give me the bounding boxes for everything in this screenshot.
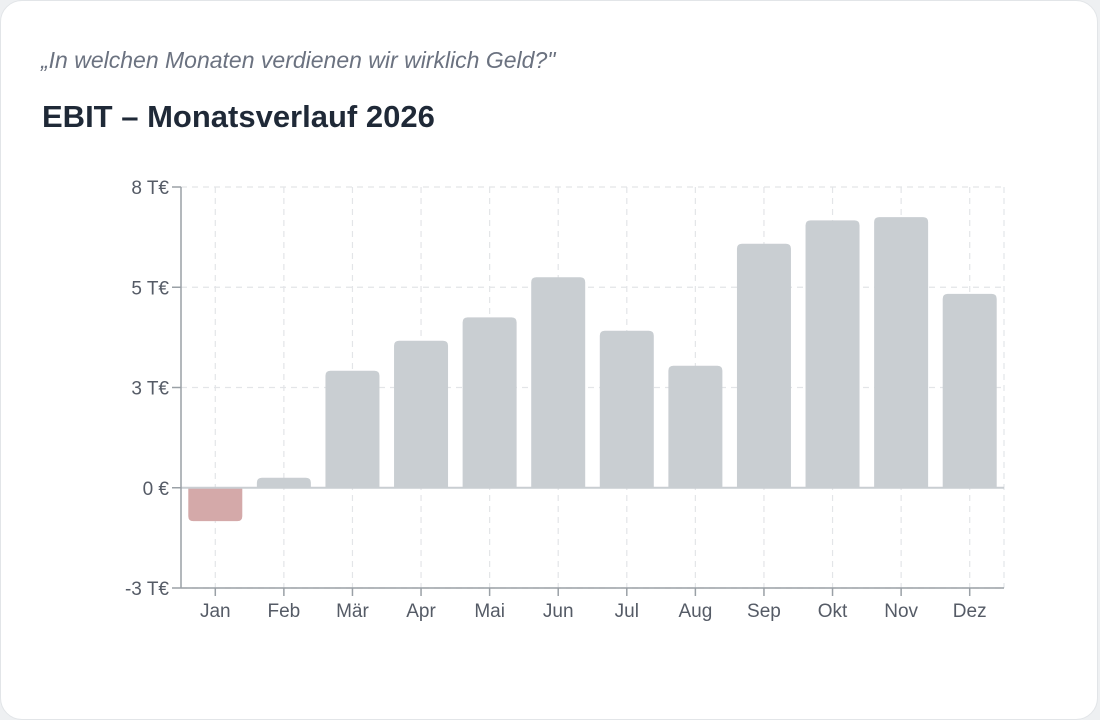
- ebit-bar-chart: -3 T€ 0 € 3 T€ 5 T€ 8 T€ Jan Feb Mär Apr Mai Jun Ju…: [125, 178, 1005, 622]
- bar-feb: [256, 477, 311, 488]
- y-tick-label: 0 €: [143, 479, 170, 500]
- chart-title: EBIT – Monatsverlauf 2026: [42, 99, 435, 134]
- bar-mär: [325, 370, 380, 488]
- bar-apr: [394, 340, 449, 488]
- x-tick-label: Jan: [200, 601, 231, 622]
- x-tick-label: Apr: [406, 601, 436, 622]
- bar-dez: [942, 293, 997, 488]
- bar-jan: [188, 487, 243, 522]
- bar-sep: [736, 243, 791, 488]
- bar-jul: [599, 330, 654, 488]
- x-tick-label: Jun: [543, 601, 574, 622]
- x-tick-label: Mär: [336, 601, 369, 622]
- bar-nov: [874, 217, 929, 488]
- y-tick-label: 3 T€: [131, 379, 169, 400]
- x-tick-label: Okt: [818, 601, 848, 622]
- x-tick-label: Nov: [884, 601, 918, 622]
- x-tick-label: Jul: [615, 601, 639, 622]
- x-tick-label: Sep: [747, 601, 781, 622]
- y-tick-label: 8 T€: [131, 178, 169, 199]
- y-tick-label: 5 T€: [131, 278, 169, 299]
- x-tick-label: Feb: [268, 601, 301, 622]
- bar-aug: [668, 365, 723, 488]
- x-tick-label: Mai: [474, 601, 505, 622]
- bar-jun: [531, 277, 586, 488]
- y-tick-label: -3 T€: [125, 579, 169, 600]
- bar-okt: [805, 220, 860, 488]
- bar-mai: [462, 317, 517, 488]
- x-tick-label: Aug: [678, 601, 712, 622]
- x-tick-label: Dez: [953, 601, 987, 622]
- chart-subtitle: „In welchen Monaten verdienen wir wirkli…: [41, 47, 556, 73]
